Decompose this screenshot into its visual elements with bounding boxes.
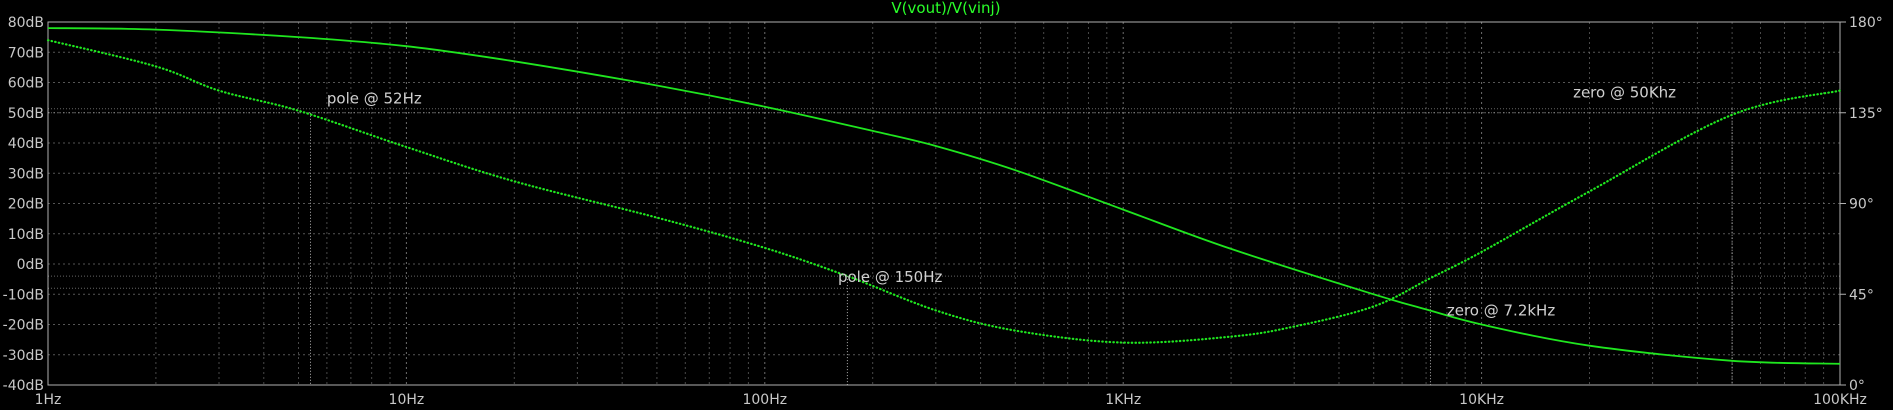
series-layer xyxy=(46,27,1842,365)
y-right-tick-label: 90° xyxy=(1849,197,1874,213)
y-right-tick-label: 45° xyxy=(1849,287,1874,303)
x-tick-label: 10Hz xyxy=(389,392,425,408)
grid-lines xyxy=(48,22,1840,385)
x-tick-label: 10KHz xyxy=(1459,392,1504,408)
x-tick-label: 100KHz xyxy=(1813,392,1867,408)
y-left-tick-label: 70dB xyxy=(8,45,44,61)
y-left-tick-label: -40dB xyxy=(3,378,44,394)
y-right-tick-label: 180° xyxy=(1849,15,1883,31)
chart-title: V(vout)/V(vinj) xyxy=(891,0,1000,17)
annotations: pole @ 52Hz pole @ 150Hz zero @ 7.2kHz zero… xyxy=(327,84,1676,320)
y-left-tick-label: 50dB xyxy=(8,106,44,122)
y-left-tick-label: 60dB xyxy=(8,76,44,92)
y-left-tick-label: -30dB xyxy=(3,348,44,364)
x-tick-label: 1Hz xyxy=(35,392,62,408)
y-right-tick-label: 0° xyxy=(1849,378,1865,394)
y-left-tick-label: -10dB xyxy=(3,287,44,303)
y-left-axis-ticks: 80dB 70dB 60dB 50dB 40dB 30dB 20dB 10dB 0dB -10dB… xyxy=(3,15,44,394)
x-tick-label: 1KHz xyxy=(1105,392,1141,408)
annotation-label: pole @ 150Hz xyxy=(838,268,943,286)
y-right-tick-label: 135° xyxy=(1849,106,1883,122)
magnitude-curve xyxy=(47,27,1841,365)
phase-curve xyxy=(46,39,1842,344)
y-left-tick-label: 20dB xyxy=(8,197,44,213)
annotation-label: zero @ 50Khz xyxy=(1573,84,1676,102)
y-left-tick-label: 40dB xyxy=(8,136,44,152)
y-left-tick-label: 10dB xyxy=(8,227,44,243)
y-left-tick-label: -20dB xyxy=(3,318,44,334)
y-left-tick-label: 80dB xyxy=(8,15,44,31)
marker-lines xyxy=(48,108,1840,385)
y-left-tick-label: 30dB xyxy=(8,166,44,182)
annotation-label: pole @ 52Hz xyxy=(327,90,422,108)
x-tick-label: 100Hz xyxy=(742,392,787,408)
x-axis-ticks: 1Hz 10Hz 100Hz 1KHz 10KHz 100KHz xyxy=(35,392,1867,408)
y-left-tick-label: 0dB xyxy=(17,257,44,273)
annotation-label: zero @ 7.2kHz xyxy=(1447,301,1555,319)
y-right-axis-ticks: 180° 135° 90° 45° 0° xyxy=(1840,15,1883,394)
